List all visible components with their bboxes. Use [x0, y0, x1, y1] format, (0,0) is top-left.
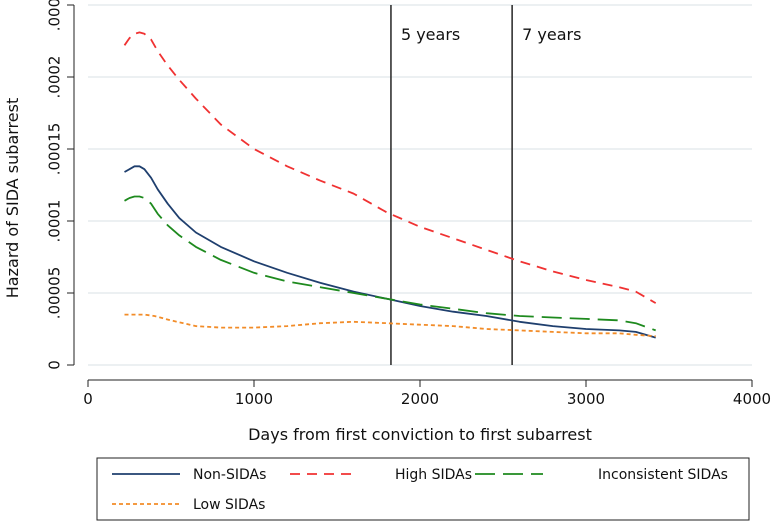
- series-lines: [123, 31, 657, 339]
- y-axis-label: Hazard of SIDA subarrest: [3, 98, 22, 298]
- y-tick-label: .00005: [45, 267, 63, 320]
- axes: 0 .00005 .0001 .00015 .0002 .00025 0 1000 2000 30…: [45, 0, 771, 408]
- x-tick-label: 4000: [733, 390, 771, 408]
- reference-lines: 5 years 7 years: [390, 5, 581, 365]
- y-tick-label: .0001: [45, 200, 63, 243]
- x-tick-label: 0: [83, 390, 93, 408]
- x-tick-label: 3000: [567, 390, 605, 408]
- series-line: [124, 195, 657, 332]
- y-tick-label: .00025: [45, 0, 63, 31]
- legend-label: Low SIDAs: [193, 497, 265, 513]
- x-tick-label: 2000: [401, 390, 439, 408]
- series-line: [124, 165, 656, 339]
- series-line: [123, 31, 657, 304]
- gridlines: [88, 4, 752, 366]
- x-axis-label: Days from first conviction to first suba…: [248, 425, 592, 444]
- legend: Non-SIDAs High SIDAs Inconsistent SIDAs Low…: [96, 457, 750, 521]
- series-line: [124, 313, 656, 338]
- x-tick-label: 1000: [235, 390, 273, 408]
- reference-label: 7 years: [522, 25, 581, 44]
- legend-label: High SIDAs: [395, 467, 472, 483]
- reference-label: 5 years: [401, 25, 460, 44]
- legend-box: [96, 457, 750, 521]
- y-tick-label: .0002: [45, 56, 63, 99]
- y-tick-label: .00015: [45, 123, 63, 176]
- legend-label: Non-SIDAs: [193, 467, 266, 483]
- legend-label: Inconsistent SIDAs: [598, 467, 728, 483]
- y-tick-label: 0: [45, 360, 63, 370]
